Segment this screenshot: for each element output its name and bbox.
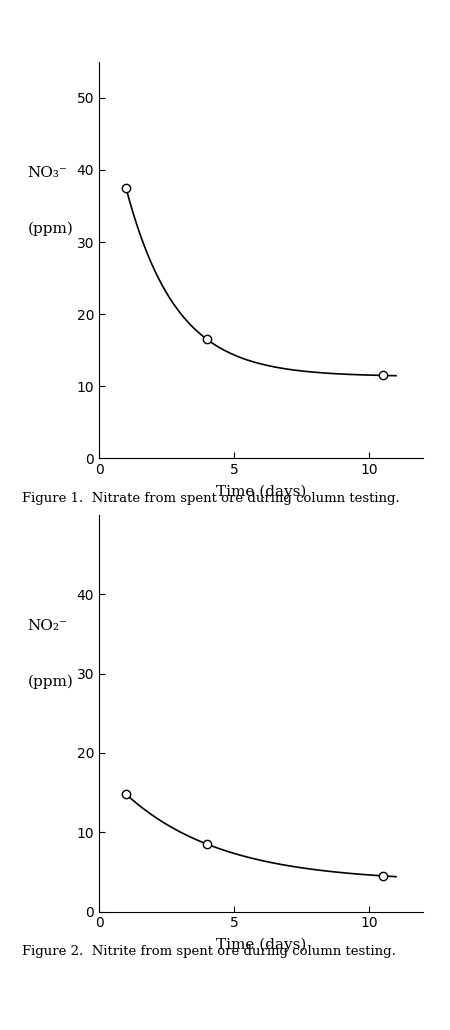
Text: NO₂⁻: NO₂⁻ [28, 619, 68, 633]
Text: (ppm): (ppm) [28, 221, 74, 236]
X-axis label: Time (days): Time (days) [216, 484, 306, 499]
Text: Figure 2.  Nitrite from spent ore during column testing.: Figure 2. Nitrite from spent ore during … [22, 945, 396, 958]
Text: Figure 1.  Nitrate from spent ore during column testing.: Figure 1. Nitrate from spent ore during … [22, 492, 400, 506]
X-axis label: Time (days): Time (days) [216, 937, 306, 952]
Text: NO₃⁻: NO₃⁻ [28, 166, 68, 180]
Text: (ppm): (ppm) [28, 675, 74, 689]
